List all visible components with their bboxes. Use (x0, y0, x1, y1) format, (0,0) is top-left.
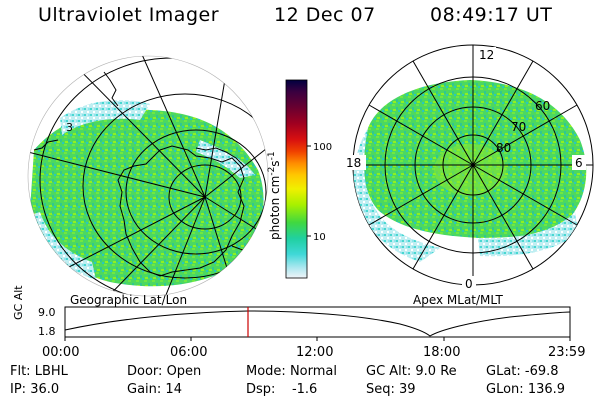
xtick-0600: 06:00 (170, 345, 208, 360)
info-gain: Gain: 14 (127, 382, 182, 397)
apex-map: 12 18 6 0 60 70 80 (344, 44, 594, 291)
altitude-plot (64, 306, 571, 341)
colorbar-tick-100: 100 (313, 142, 332, 153)
mlt-label-0: 0 (465, 277, 473, 291)
info-door: Door: Open (127, 364, 202, 379)
colorbar: 100 10 photon cm-2s-1 (267, 79, 332, 279)
mlt-label-12: 12 (479, 48, 494, 62)
mlat-label-70: 70 (511, 120, 526, 134)
antarctica-coastline (117, 145, 245, 277)
info-ip: IP: 36.0 (10, 382, 60, 397)
imager-title: Ultraviolet Imager (38, 4, 220, 26)
altitude-ytick-high: 9.0 (38, 306, 56, 319)
colorbar-unit-label: photon cm-2s-1 (267, 151, 282, 240)
altitude-ytick-low: 1.8 (38, 325, 56, 338)
apex-map-label: Apex MLat/MLT (413, 293, 503, 307)
time-label: 08:49:17 UT (430, 4, 553, 26)
geo-overlay-number: 3 (66, 121, 73, 134)
info-filter: Flt: LBHL (10, 364, 68, 379)
xtick-2359: 23:59 (548, 345, 586, 360)
xtick-0000: 00:00 (42, 345, 80, 360)
mlt-label-18: 18 (346, 156, 361, 170)
colorbar-gradient (285, 79, 308, 279)
altitude-ylabel: GC Alt (12, 285, 25, 320)
xtick-1800: 18:00 (423, 345, 461, 360)
geo-map-label: Geographic Lat/Lon (70, 293, 188, 307)
date-label: 12 Dec 07 (274, 4, 376, 26)
xtick-1200: 12:00 (296, 345, 334, 360)
info-dsp: Dsp: -1.6 (246, 382, 318, 397)
colorbar-tick-10: 10 (313, 232, 326, 243)
mlt-label-6: 6 (575, 156, 583, 170)
mlat-label-80: 80 (496, 141, 511, 155)
info-mode: Mode: Normal (246, 364, 337, 379)
info-gc-alt: GC Alt: 9.0 Re (366, 364, 457, 379)
altitude-curve (64, 310, 571, 337)
info-glat: GLat: -69.8 (486, 364, 559, 379)
info-glon: GLon: 136.9 (486, 382, 566, 397)
mlat-label-60: 60 (535, 99, 550, 113)
info-seq: Seq: 39 (366, 382, 416, 397)
